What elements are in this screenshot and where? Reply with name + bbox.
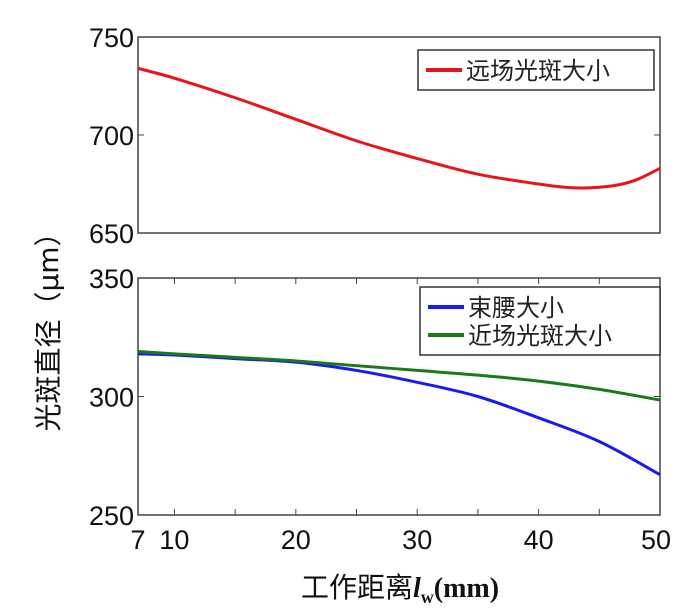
- y-tick-label: 350: [89, 264, 134, 294]
- series-line-1: [137, 349, 661, 402]
- top-panel: 650 700 750 远场光斑大小: [89, 23, 661, 249]
- y-tick-label: 250: [89, 501, 134, 531]
- x-tick-label: 10: [159, 525, 189, 555]
- x-axis-label: 工作距离lw(mm): [301, 571, 499, 607]
- legend-label: 束腰大小: [468, 294, 564, 322]
- y-tick-label: 650: [89, 219, 134, 249]
- x-axis-label-var: l: [413, 573, 421, 604]
- legend-label: 近场光斑大小: [468, 322, 612, 350]
- x-tick-label: 20: [281, 525, 311, 555]
- x-axis-label-sub: w: [421, 587, 434, 607]
- x-tick-label: 50: [641, 525, 671, 555]
- x-axis-label-unit: (mm): [434, 573, 499, 604]
- x-tick-label: 7: [130, 525, 145, 555]
- legend-box: [419, 286, 661, 356]
- series-line-0: [137, 66, 661, 190]
- x-axis-label-text: 工作距离: [301, 571, 413, 604]
- y-tick-label: 750: [89, 23, 134, 53]
- legend-label: 远场光斑大小: [466, 57, 610, 85]
- y-tick-label: 700: [89, 121, 134, 151]
- x-tick-label: 40: [524, 525, 554, 555]
- y-tick-label: 300: [89, 383, 134, 413]
- x-tick-label: 30: [402, 525, 432, 555]
- y-axis-label: 光斑直径（μm）: [32, 218, 65, 431]
